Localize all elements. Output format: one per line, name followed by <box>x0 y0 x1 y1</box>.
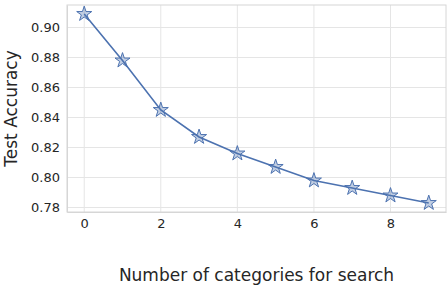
y-axis-tick-label: 0.90 <box>31 20 60 35</box>
y-axis-line <box>67 6 68 213</box>
y-axis-tick-label: 0.80 <box>31 170 60 185</box>
x-axis-tick: 0 <box>81 212 89 231</box>
marker <box>115 53 130 67</box>
y-axis-tick: 0.88 <box>31 50 67 65</box>
y-axis-title: Test Accuracy <box>1 50 21 168</box>
x-axis-tick: 4 <box>234 212 242 231</box>
x-axis-tick: 2 <box>157 212 165 231</box>
grid-line-y <box>67 27 446 28</box>
grid-line-x <box>84 5 85 212</box>
x-axis-line <box>68 212 447 213</box>
marker <box>383 188 398 202</box>
plot-frame <box>67 5 446 212</box>
y-axis-tick-label: 0.82 <box>31 140 60 155</box>
marker <box>345 180 360 194</box>
y-axis-tick-label: 0.84 <box>31 110 60 125</box>
x-axis: 0 2 4 6 8 <box>68 212 447 231</box>
series <box>77 6 437 209</box>
x-axis-title: Number of categories for search <box>119 265 394 285</box>
marker <box>153 102 168 116</box>
marker <box>421 195 436 209</box>
y-axis-tick: 0.82 <box>31 140 67 155</box>
x-axis-tick-label: 2 <box>157 216 165 231</box>
marker <box>192 129 207 143</box>
grid-line-x <box>390 5 391 212</box>
plot: 0 2 4 6 8 0.78 0.80 0.82 0.84 0.86 0.88 0.90 <box>31 5 446 231</box>
marker <box>77 6 92 20</box>
grid-line-y <box>67 87 446 88</box>
x-axis-tick-label: 8 <box>387 216 395 231</box>
x-axis-tick-label: 0 <box>81 216 89 231</box>
x-axis-tick-label: 4 <box>234 216 242 231</box>
grid-line-y <box>67 177 446 178</box>
grid-line-y <box>67 117 446 118</box>
grid-line-y <box>67 207 446 208</box>
line <box>84 14 429 203</box>
y-axis-tick-label: 0.88 <box>31 50 60 65</box>
y-axis-tick-label: 0.78 <box>31 200 60 215</box>
y-axis: 0.78 0.80 0.82 0.84 0.86 0.88 0.90 <box>31 6 67 216</box>
x-axis-tick: 6 <box>310 212 318 231</box>
chart: 0 2 4 6 8 0.78 0.80 0.82 0.84 0.86 0.88 0.90 Number … <box>0 0 448 290</box>
y-axis-tick: 0.86 <box>31 80 67 95</box>
marker <box>306 173 321 187</box>
y-axis-tick: 0.84 <box>31 110 67 125</box>
marker <box>230 146 245 160</box>
y-axis-tick: 0.90 <box>31 20 67 35</box>
x-axis-tick: 8 <box>387 212 395 231</box>
y-axis-tick: 0.78 <box>31 200 67 215</box>
x-axis-tick-label: 6 <box>310 216 318 231</box>
grid-line-x <box>237 5 238 212</box>
y-axis-tick: 0.80 <box>31 170 67 185</box>
grid <box>67 5 446 212</box>
grid-line-y <box>67 147 446 148</box>
marker <box>268 159 283 173</box>
y-axis-tick-label: 0.86 <box>31 80 60 95</box>
